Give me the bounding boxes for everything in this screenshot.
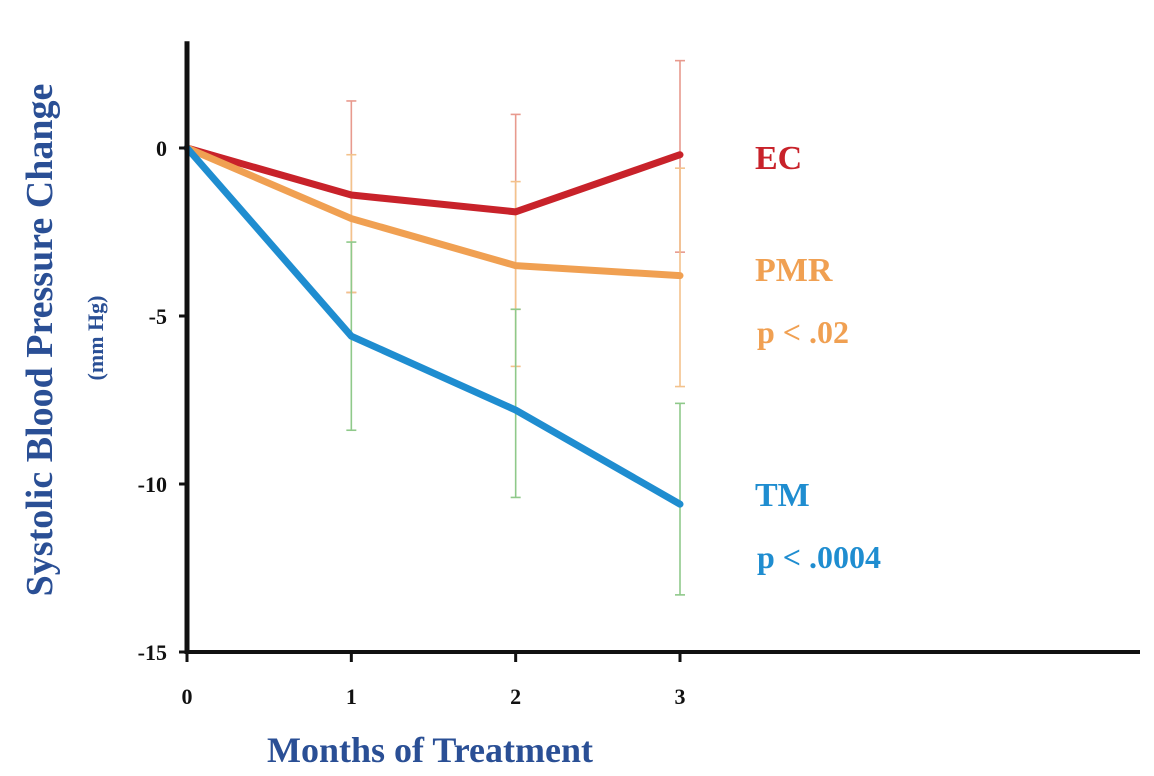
pmr-p-value: p < .02 — [757, 314, 849, 350]
x-tick-label: 3 — [675, 684, 686, 709]
pmr-series-line — [183, 144, 684, 280]
y-tick-label: -5 — [149, 304, 167, 329]
series-lines-group — [183, 144, 684, 508]
y-tick-label: -10 — [138, 472, 167, 497]
x-tick-label: 2 — [510, 684, 521, 709]
series-labels-group: EC PMR p < .02 TM p < .0004 — [755, 140, 881, 575]
ticks-group: 0 -5 -10 -15 0 1 2 3 — [138, 136, 686, 709]
tm-p-value: p < .0004 — [757, 539, 881, 575]
y-axis-title: Systolic Blood Pressure Change — [19, 84, 61, 597]
tm-series-label: TM — [755, 477, 810, 514]
tm-series-line — [183, 144, 684, 508]
x-tick-label: 1 — [346, 684, 357, 709]
error-bars-group — [346, 59, 685, 596]
axes-group — [184, 41, 1140, 654]
x-axis-title: Months of Treatment — [267, 730, 593, 770]
y-tick-label: 0 — [156, 136, 167, 161]
y-tick-label: -15 — [138, 640, 167, 665]
ec-series-label: EC — [755, 140, 802, 177]
ec-series-line — [183, 144, 684, 216]
pmr-series-label: PMR — [755, 252, 833, 289]
y-axis-unit: (mm Hg) — [83, 296, 108, 381]
x-tick-label: 0 — [182, 684, 193, 709]
